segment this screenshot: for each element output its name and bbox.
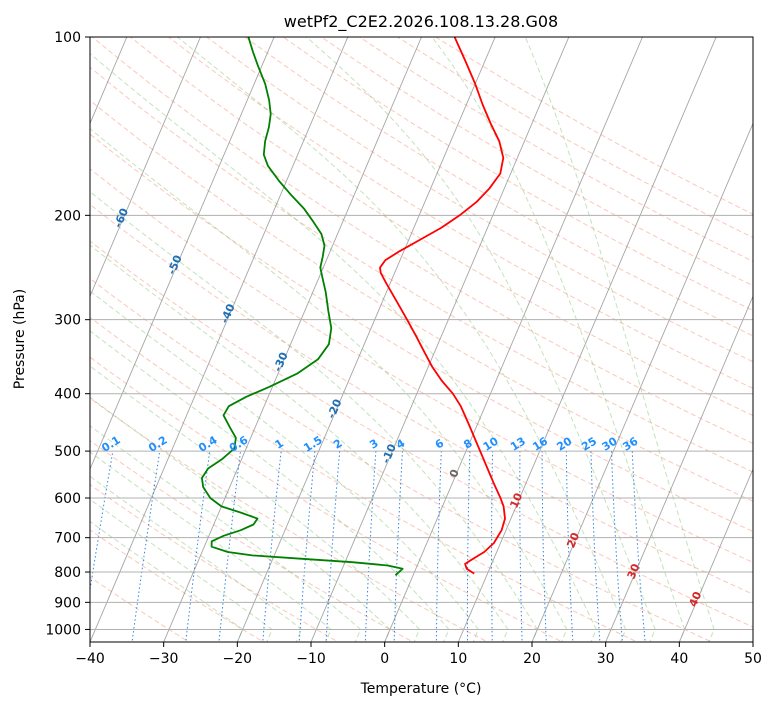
dry-adiabat-line <box>320 37 753 287</box>
y-tick-label: 700 <box>54 531 81 547</box>
dry-adiabat-line <box>91 37 753 445</box>
y-tick-label: 500 <box>54 444 81 460</box>
x-tick-label: −30 <box>149 651 179 667</box>
x-tick-label: 40 <box>670 651 688 667</box>
y-tick-label: 600 <box>54 491 81 507</box>
dry-adiabat-line <box>90 66 753 473</box>
pressure-gridlines <box>90 37 753 630</box>
isotherm-line <box>310 37 570 642</box>
dewpoint-line <box>200 37 404 576</box>
dry-adiabat-line <box>90 133 753 533</box>
overlay-label: 30 <box>625 562 643 581</box>
mixing-ratio-line <box>435 451 442 642</box>
overlay-label: 20 <box>564 530 582 549</box>
dry-adiabat-line <box>90 316 639 642</box>
y-axis-label: Pressure (hPa) <box>12 289 28 389</box>
plot-area <box>90 37 753 642</box>
chart-title: wetPf2_C2E2.2026.108.13.28.G08 <box>284 12 558 32</box>
temperature-line <box>379 37 506 575</box>
isotherm-line <box>90 37 275 471</box>
y-tick-label: 800 <box>54 565 81 581</box>
x-tick-label: −10 <box>296 651 326 667</box>
isotherm-line <box>163 37 422 642</box>
y-tick-label: 100 <box>54 30 81 46</box>
isotherm-line <box>236 37 496 642</box>
y-tick-label: 1000 <box>45 622 81 638</box>
moist-adiabat-line <box>177 37 627 642</box>
isotherm-line <box>384 37 643 642</box>
dry-adiabat-line <box>90 203 753 595</box>
isotherm-line <box>531 122 753 642</box>
mixing-ratio-line <box>519 451 523 642</box>
moist-adiabat-line <box>90 128 568 642</box>
isotherm-line <box>90 37 201 298</box>
x-tick-label: 30 <box>597 651 615 667</box>
isotherm-line <box>678 467 753 642</box>
mixing-ratio-line <box>541 451 547 642</box>
x-tick-label: 20 <box>523 651 541 667</box>
x-tick-label: −40 <box>75 651 105 667</box>
dry-adiabat-line <box>90 240 753 628</box>
mixing-ratio-line <box>491 451 494 642</box>
overlay-label: 10 <box>507 491 525 510</box>
x-tick-label: 50 <box>744 651 762 667</box>
dry-adiabat-line <box>90 99 753 502</box>
y-tick-label: 900 <box>54 595 81 611</box>
y-tick-label: 200 <box>54 208 81 224</box>
moist-adiabat-line <box>306 37 656 642</box>
mixing-ratio-line <box>393 451 403 642</box>
y-tick-label: 400 <box>54 387 81 403</box>
x-tick-label: 0 <box>380 651 389 667</box>
isotherm-line <box>457 37 717 642</box>
mixing-ratio-line <box>466 451 471 642</box>
axes: −40 −30 −20 −10 0 10 20 30 40 50 100 200 300 400 500 60… <box>45 30 762 667</box>
x-tick-label: −20 <box>223 651 253 667</box>
mixing-ratio-line <box>565 451 574 642</box>
x-tick-label: 10 <box>449 651 467 667</box>
dry-adiabat-line <box>130 37 753 417</box>
isotherm-line <box>90 37 349 642</box>
isotherm-line <box>605 295 753 642</box>
x-axis-label: Temperature (°C) <box>360 681 482 697</box>
moist-adiabat-line <box>90 52 597 642</box>
plot-frame <box>89 36 754 643</box>
dry-adiabat-line <box>282 37 753 312</box>
mixing-ratio-line <box>590 451 601 642</box>
dry-adiabat-line <box>90 168 753 563</box>
moist-adiabat-line <box>431 37 686 642</box>
overlay-label: 40 <box>686 589 704 608</box>
sounding-traces <box>200 37 506 576</box>
mixing-ratio-line <box>364 451 377 642</box>
y-tick-label: 300 <box>54 313 81 329</box>
dry-adiabat-line <box>90 440 414 642</box>
